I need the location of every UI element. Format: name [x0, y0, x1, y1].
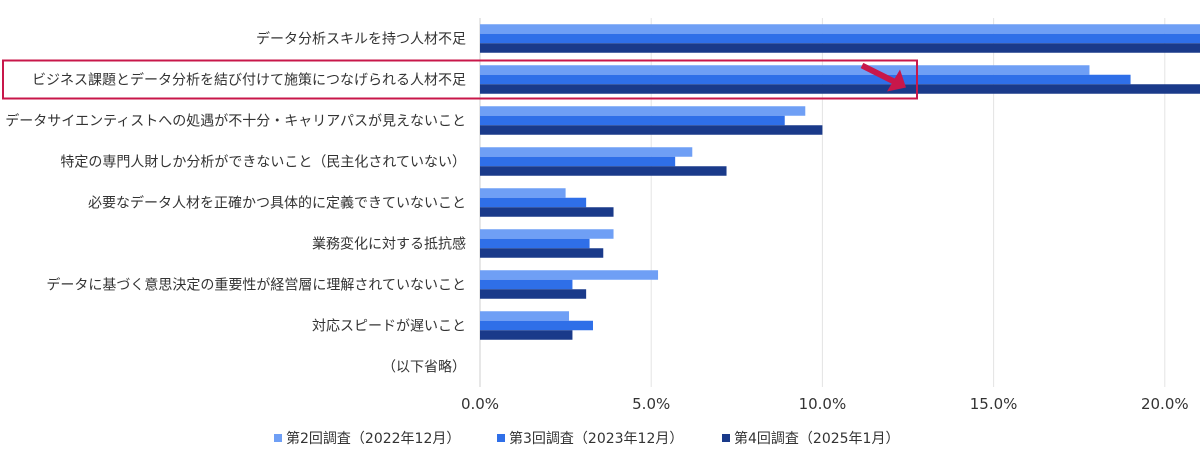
category-label: 特定の専門人財しか分析ができないこと（民主化されていない）	[60, 155, 466, 171]
x-tick-label: 5.0%	[632, 395, 670, 413]
bar	[480, 166, 727, 176]
category-label: データサイエンティストへの処遇が不十分・キャリアパスが見えないこと	[5, 113, 466, 130]
highlight-box	[2, 59, 918, 100]
legend-label: 第3回調査（2023年12月）	[509, 430, 683, 447]
legend: 第2回調査（2022年12月） 第3回調査（2023年12月） 第4回調査（2025…	[274, 430, 899, 447]
bar	[480, 125, 823, 135]
x-tick-label: 20.0%	[1141, 395, 1189, 413]
bar	[480, 115, 785, 126]
bar	[480, 229, 614, 239]
x-tick-label: 10.0%	[799, 395, 847, 413]
legend-swatch	[722, 434, 730, 442]
bars	[480, 24, 1200, 340]
legend-label: 第4回調査（2025年1月）	[734, 430, 899, 447]
x-tick-label: 0.0%	[461, 395, 499, 413]
highlight-arrow-head	[887, 69, 906, 92]
category-label: 業務変化に対する抵抗感	[312, 236, 466, 253]
x-tick-label: 15.0%	[970, 395, 1018, 413]
highlight-group	[2, 59, 918, 100]
bar	[480, 311, 570, 321]
legend-swatch	[497, 434, 505, 442]
bar	[480, 147, 693, 157]
bar	[480, 43, 1200, 53]
bar	[480, 289, 587, 299]
category-labels: データ分析スキルを持つ人材不足ビジネス課題とデータ分析を結び付けて施策につなげら…	[5, 31, 466, 376]
bar	[480, 197, 587, 208]
bar	[480, 248, 604, 258]
bar	[480, 188, 566, 198]
highlight-arrow-shaft	[860, 62, 900, 87]
bar	[480, 24, 1200, 34]
category-label: データに基づく意思決定の重要性が経営層に理解されていないこと	[46, 277, 466, 294]
category-label: （以下省略）	[382, 360, 466, 376]
bar	[480, 74, 1131, 85]
category-label: ビジネス課題とデータ分析を結び付けて施策につなげられる人材不足	[32, 72, 466, 89]
category-label: 必要なデータ人材を正確かつ具体的に定義できていないこと	[88, 195, 466, 212]
bar	[480, 84, 1200, 94]
bar	[480, 207, 614, 217]
legend-swatch	[274, 434, 282, 442]
bar	[480, 320, 593, 331]
category-label: 対応スピードが遅いこと	[312, 319, 466, 335]
bar	[480, 65, 1090, 75]
bar	[480, 270, 659, 280]
category-label: データ分析スキルを持つ人材不足	[256, 31, 466, 48]
x-axis-tick-labels: 0.0%5.0%10.0%15.0%20.0%25.0%30.0%35.0%40…	[461, 395, 1189, 413]
bar	[480, 279, 573, 290]
bar	[480, 156, 676, 167]
bar	[480, 330, 573, 340]
bar	[480, 106, 806, 116]
bar	[480, 33, 1200, 44]
legend-label: 第2回調査（2022年12月）	[286, 430, 460, 447]
bar	[480, 238, 590, 249]
